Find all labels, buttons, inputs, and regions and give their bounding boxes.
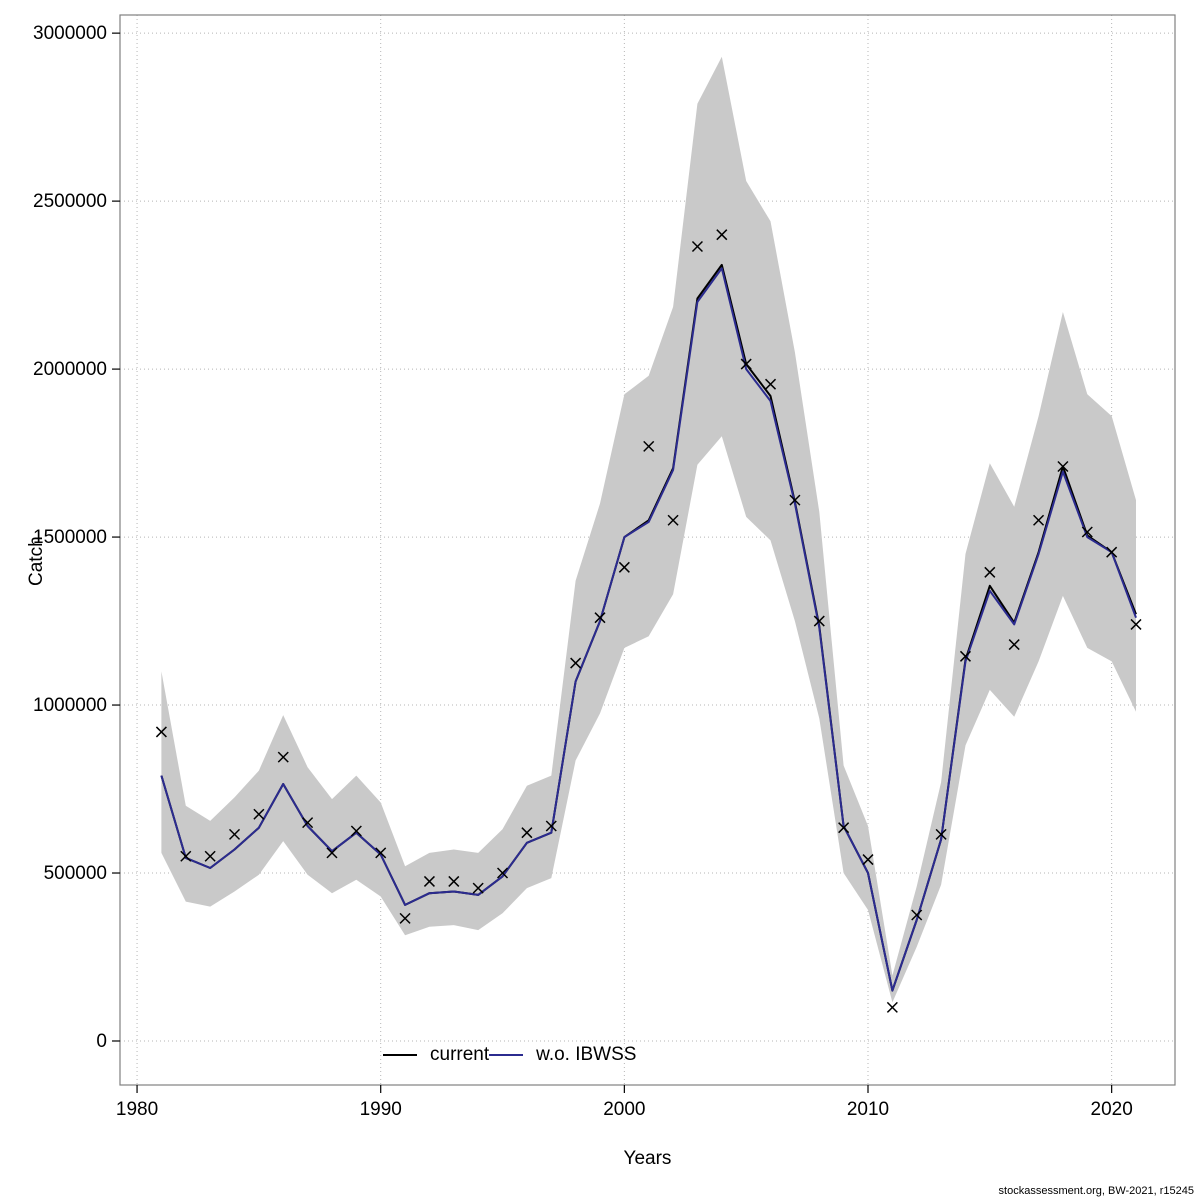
legend-label-current: current xyxy=(430,1044,490,1065)
svg-text:1980: 1980 xyxy=(116,1099,158,1120)
svg-text:1000000: 1000000 xyxy=(33,695,107,716)
svg-text:1990: 1990 xyxy=(360,1099,402,1120)
y-axis-label: Catch xyxy=(26,536,47,586)
svg-text:0: 0 xyxy=(96,1031,107,1052)
legend: current w.o. IBWSS xyxy=(383,1044,636,1066)
svg-text:2000000: 2000000 xyxy=(33,359,107,380)
svg-text:500000: 500000 xyxy=(44,863,107,884)
svg-text:2000: 2000 xyxy=(603,1099,645,1120)
footer-attribution: stockassessment.org, BW-2021, r15245 xyxy=(998,1185,1194,1197)
svg-text:1500000: 1500000 xyxy=(33,527,107,548)
x-axis-label: Years xyxy=(623,1148,672,1169)
svg-text:3000000: 3000000 xyxy=(33,23,107,44)
legend-line-wo-ibwss xyxy=(489,1054,524,1056)
legend-label-wo-ibwss: w.o. IBWSS xyxy=(536,1044,637,1065)
svg-text:2500000: 2500000 xyxy=(33,191,107,212)
svg-text:2010: 2010 xyxy=(847,1099,889,1120)
legend-line-current xyxy=(383,1054,417,1056)
svg-text:2020: 2020 xyxy=(1091,1099,1133,1120)
